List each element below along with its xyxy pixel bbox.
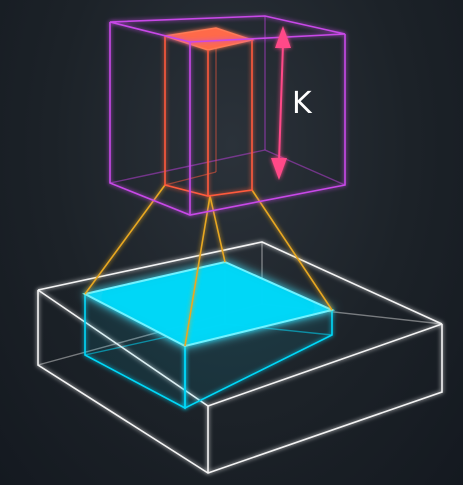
dimension-arrow xyxy=(271,26,291,180)
dimension-label-k: K xyxy=(292,86,313,121)
arrow-head-up xyxy=(275,26,291,48)
upper-box xyxy=(109,15,346,216)
projection-lines xyxy=(84,184,333,347)
orange-column xyxy=(164,27,255,197)
arrow-head-down xyxy=(271,158,287,180)
cyan-region xyxy=(82,260,336,410)
